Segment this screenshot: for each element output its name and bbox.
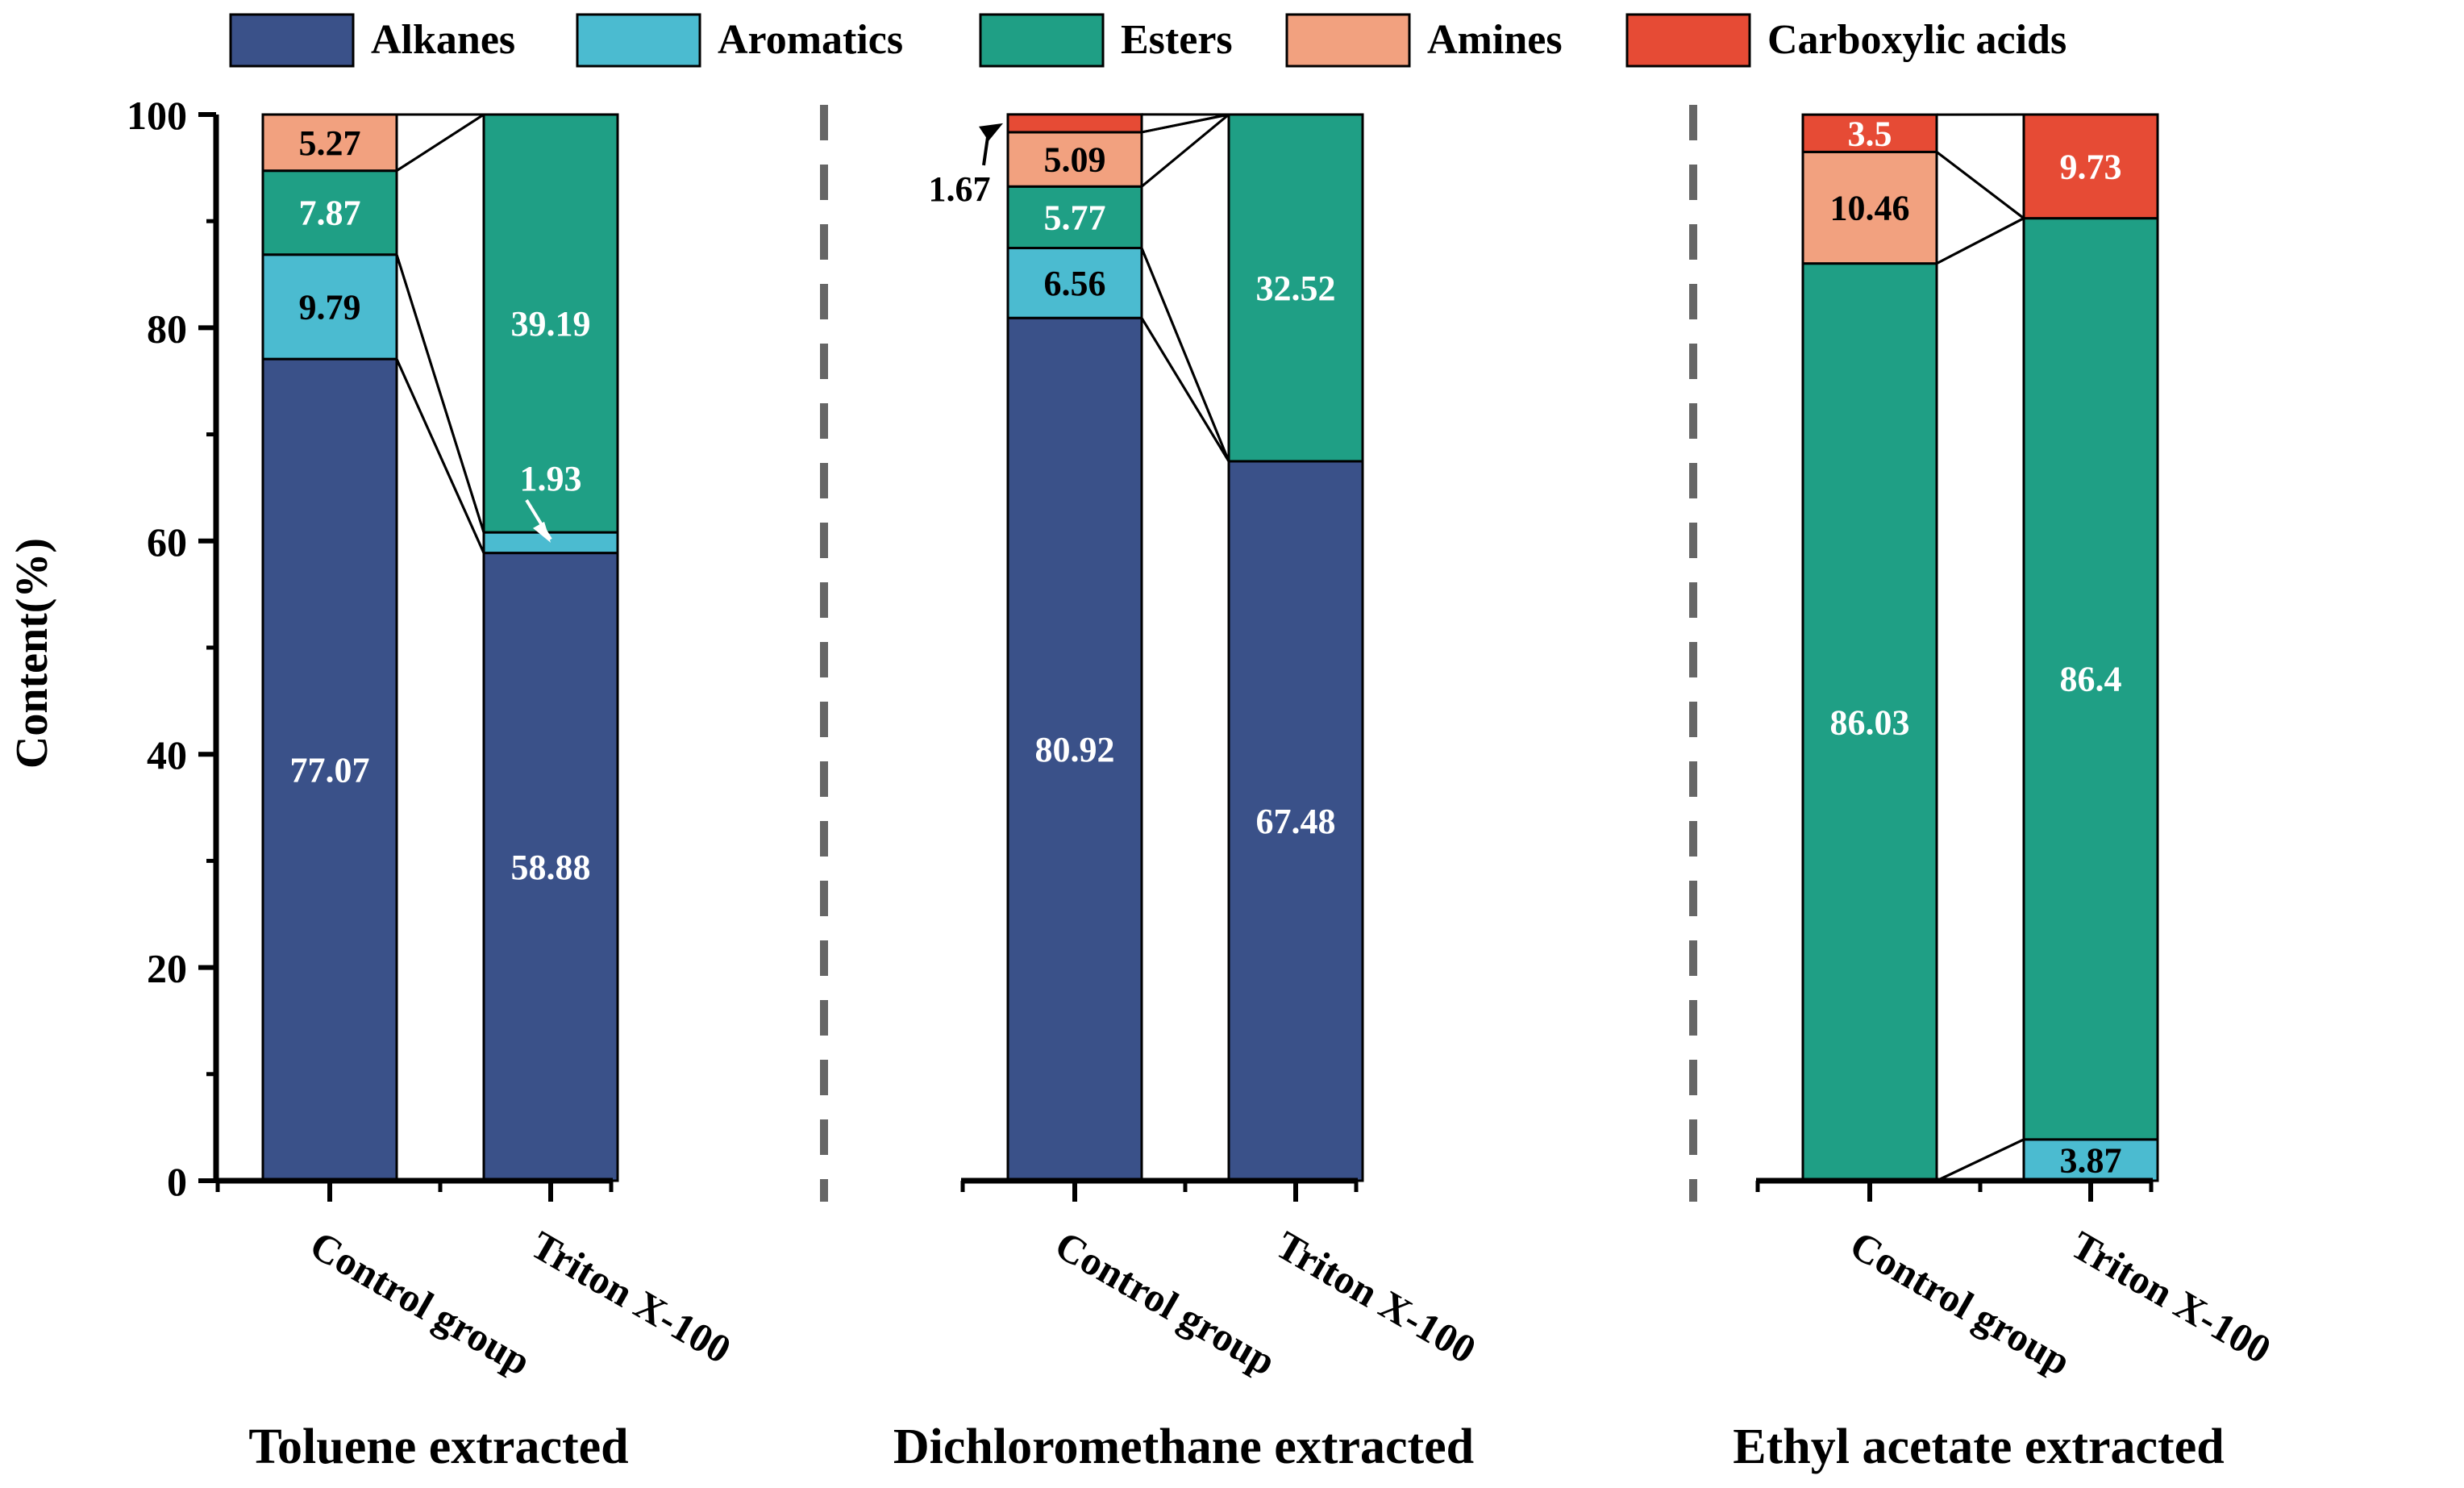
y-axis: 0 20 40 60 80 100 [127, 93, 216, 1204]
legend-swatch-amines [1287, 15, 1409, 66]
legend-label-alkanes: Alkanes [371, 17, 515, 63]
data-label-alkanes: 58.88 [511, 848, 591, 887]
x-tick-label: Control group [1048, 1222, 1284, 1384]
connector-line [1142, 115, 1229, 132]
legend-swatch-aromatics [577, 15, 700, 66]
legend: Alkanes Aromatics Esters Amines Carboxylic a… [231, 15, 2067, 66]
callout-label-aromatics: 1.93 [520, 459, 582, 498]
panel-title: Ethyl acetate extracted [1733, 1419, 2224, 1474]
connector-line [1937, 1140, 2024, 1181]
x-tick-label: Triton X-100 [2064, 1222, 2279, 1372]
y-tick-label: 0 [167, 1159, 187, 1204]
data-label-aromatics: 3.87 [2060, 1140, 2122, 1180]
data-label-alkanes: 77.07 [290, 751, 370, 790]
panels: 77.07 9.79 7.87 5.27 58.88 39.19 1.93 Control g… [216, 105, 2279, 1474]
data-label-carboxylic-acids: 9.73 [2060, 147, 2122, 186]
legend-label-aromatics: Aromatics [718, 17, 903, 63]
connector-line [1142, 318, 1229, 461]
legend-swatch-esters [980, 15, 1103, 66]
legend-label-amines: Amines [1427, 17, 1563, 63]
data-label-esters: 7.87 [299, 194, 361, 233]
callout-label-carboxylic-acids: 1.67 [929, 169, 991, 209]
data-label-amines: 5.27 [299, 123, 361, 163]
data-label-amines: 5.09 [1044, 140, 1106, 180]
connector-line [1937, 152, 2024, 218]
data-label-esters: 86.4 [2060, 660, 2122, 699]
connector-line [1937, 219, 2024, 264]
connector-line [397, 359, 484, 552]
legend-label-esters: Esters [1121, 17, 1233, 63]
x-tick-label: Triton X-100 [1269, 1222, 1484, 1372]
panel-title: Toluene extracted [248, 1419, 628, 1474]
data-label-esters: 39.19 [511, 304, 591, 344]
connector-line [397, 115, 484, 171]
data-label-aromatics: 9.79 [299, 287, 361, 327]
panel-dichloromethane-extracted: 80.92 6.56 5.77 5.09 1.67 67.48 32.52 Control g… [893, 105, 1693, 1474]
data-label-esters: 32.52 [1256, 269, 1336, 308]
bar-segment-carboxylic-acids [1008, 115, 1142, 132]
y-tick-label: 100 [127, 93, 187, 138]
data-label-alkanes: 80.92 [1035, 730, 1115, 769]
y-tick-label: 80 [147, 306, 187, 351]
panel-title: Dichloromethane extracted [893, 1419, 1474, 1474]
panel-toluene-extracted: 77.07 9.79 7.87 5.27 58.88 39.19 1.93 Control g… [216, 105, 824, 1474]
connector-line [397, 255, 484, 532]
data-label-aromatics: 6.56 [1044, 264, 1106, 303]
y-tick-label: 20 [147, 946, 187, 991]
data-label-esters: 5.77 [1044, 198, 1106, 237]
x-tick-label: Triton X-100 [524, 1222, 739, 1372]
legend-swatch-carboxylic-acids [1627, 15, 1750, 66]
y-axis-label: Content(%) [7, 538, 57, 769]
legend-swatch-alkanes [231, 15, 353, 66]
connector-line [1142, 248, 1229, 461]
connector-line [1142, 115, 1229, 186]
data-label-amines: 10.46 [1830, 189, 1910, 228]
x-tick-label: Control group [303, 1222, 539, 1384]
y-tick-label: 60 [147, 519, 187, 565]
legend-label-carboxylic-acids: Carboxylic acids [1767, 17, 2067, 63]
panel-ethyl-acetate-extracted: 86.03 10.46 3.5 3.87 86.4 9.73 Control groupTr… [1733, 114, 2279, 1474]
data-label-carboxylic-acids: 3.5 [1848, 114, 1892, 153]
data-label-esters: 86.03 [1830, 702, 1910, 742]
y-tick-label: 40 [147, 732, 187, 777]
data-label-alkanes: 67.48 [1256, 802, 1336, 841]
callout-arrowhead [979, 123, 1003, 141]
x-tick-label: Control group [1843, 1222, 2079, 1384]
